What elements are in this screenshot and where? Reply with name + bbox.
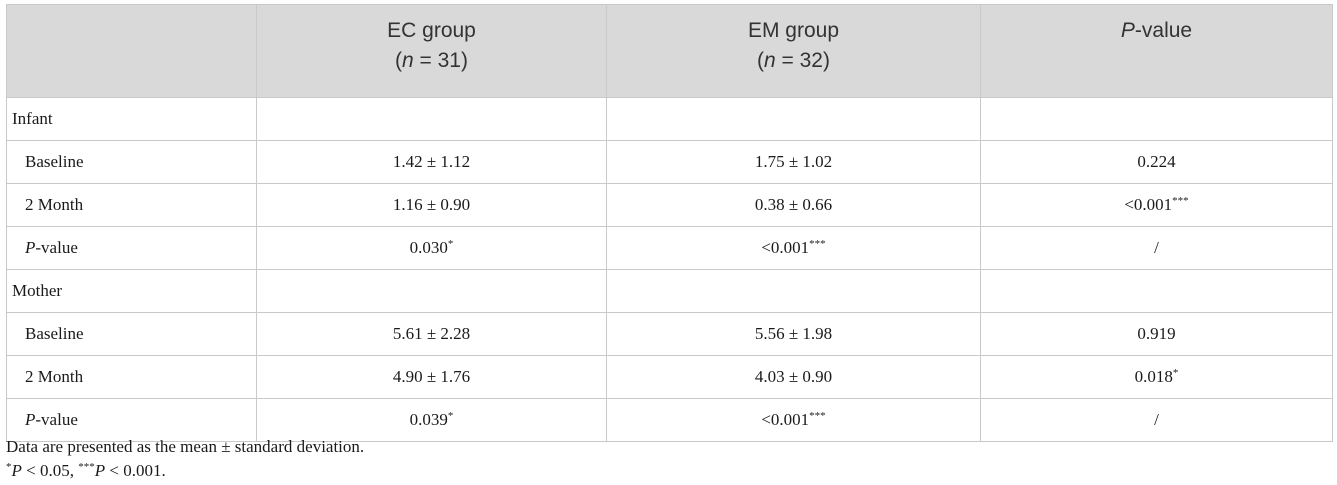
table-row: P-value 0.039* <0.001*** / <box>6 398 1333 442</box>
table-row: Baseline 1.42 ± 1.12 1.75 ± 1.02 0.224 <box>6 140 1333 184</box>
empty-cell <box>256 269 607 313</box>
header-em-title: EM group <box>747 19 840 42</box>
table-footnotes: Data are presented as the mean ± standar… <box>6 435 364 483</box>
footnote-data-description: Data are presented as the mean ± standar… <box>6 437 365 456</box>
row-label: 2 Month <box>6 355 257 399</box>
ec-value: 0.039* <box>256 398 607 442</box>
table-row: P-value 0.030* <0.001*** / <box>6 226 1333 270</box>
p-value: / <box>980 226 1333 270</box>
empty-cell <box>606 97 981 141</box>
ec-value: 1.42 ± 1.12 <box>256 140 607 184</box>
empty-cell <box>256 97 607 141</box>
results-table: EC group (n = 31) EM group (n = 32) P-va… <box>6 4 1333 442</box>
em-value: 0.38 ± 0.66 <box>606 183 981 227</box>
empty-cell <box>980 97 1333 141</box>
ec-value: 5.61 ± 2.28 <box>256 312 607 356</box>
table-row: Mother <box>6 269 1333 313</box>
em-value: 5.56 ± 1.98 <box>606 312 981 356</box>
empty-cell <box>980 269 1333 313</box>
row-label: P-value <box>6 226 257 270</box>
empty-cell <box>606 269 981 313</box>
footnote-significance: *P < 0.05, ***P < 0.001. <box>6 461 166 480</box>
p-value: 0.018* <box>980 355 1333 399</box>
row-label: P-value <box>6 398 257 442</box>
header-ec-n: (n = 31) <box>395 49 468 72</box>
header-blank <box>6 4 257 98</box>
table-row: 2 Month 1.16 ± 0.90 0.38 ± 0.66 <0.001**… <box>6 183 1333 227</box>
table-row: 2 Month 4.90 ± 1.76 4.03 ± 0.90 0.018* <box>6 355 1333 399</box>
section-label-infant: Infant <box>6 97 257 141</box>
ec-value: 1.16 ± 0.90 <box>256 183 607 227</box>
p-value: / <box>980 398 1333 442</box>
p-value: 0.224 <box>980 140 1333 184</box>
header-row: EC group (n = 31) EM group (n = 32) P-va… <box>6 4 1333 98</box>
p-value: <0.001*** <box>980 183 1333 227</box>
table-row: Baseline 5.61 ± 2.28 5.56 ± 1.98 0.919 <box>6 312 1333 356</box>
header-p-value: P-value <box>980 4 1333 98</box>
header-em-n: (n = 32) <box>757 49 830 72</box>
row-label: 2 Month <box>6 183 257 227</box>
row-label: Baseline <box>6 312 257 356</box>
header-ec-group: EC group (n = 31) <box>256 4 607 98</box>
table-row: Infant <box>6 97 1333 141</box>
table-container: EC group (n = 31) EM group (n = 32) P-va… <box>6 4 1333 442</box>
section-label-mother: Mother <box>6 269 257 313</box>
em-value: 4.03 ± 0.90 <box>606 355 981 399</box>
p-value: 0.919 <box>980 312 1333 356</box>
ec-value: 0.030* <box>256 226 607 270</box>
ec-value: 4.90 ± 1.76 <box>256 355 607 399</box>
row-label: Baseline <box>6 140 257 184</box>
em-value: 1.75 ± 1.02 <box>606 140 981 184</box>
header-em-group: EM group (n = 32) <box>606 4 981 98</box>
em-value: <0.001*** <box>606 398 981 442</box>
em-value: <0.001*** <box>606 226 981 270</box>
header-ec-title: EC group <box>387 19 476 42</box>
